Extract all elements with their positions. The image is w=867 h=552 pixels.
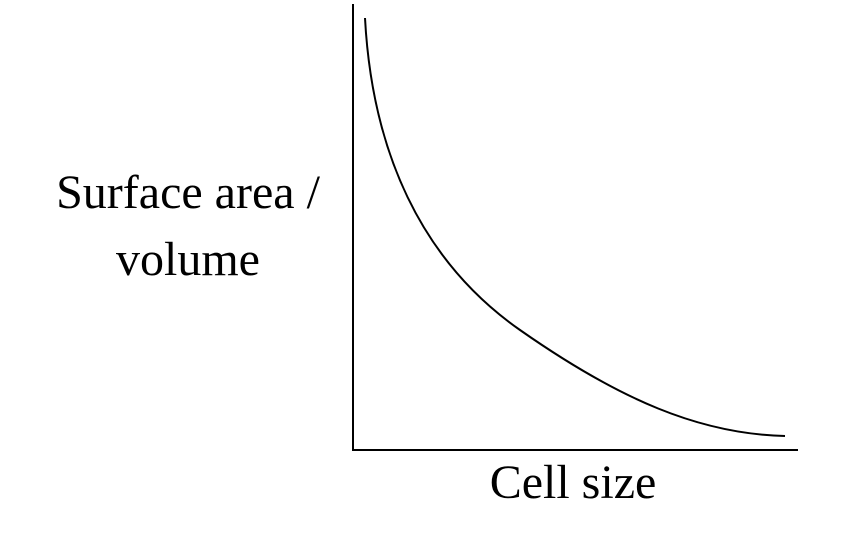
curve bbox=[364, 17, 786, 437]
x-axis-label: Cell size bbox=[490, 456, 657, 509]
y-axis-label: volume bbox=[116, 233, 260, 286]
y-axis-label: Surface area / bbox=[56, 166, 320, 219]
